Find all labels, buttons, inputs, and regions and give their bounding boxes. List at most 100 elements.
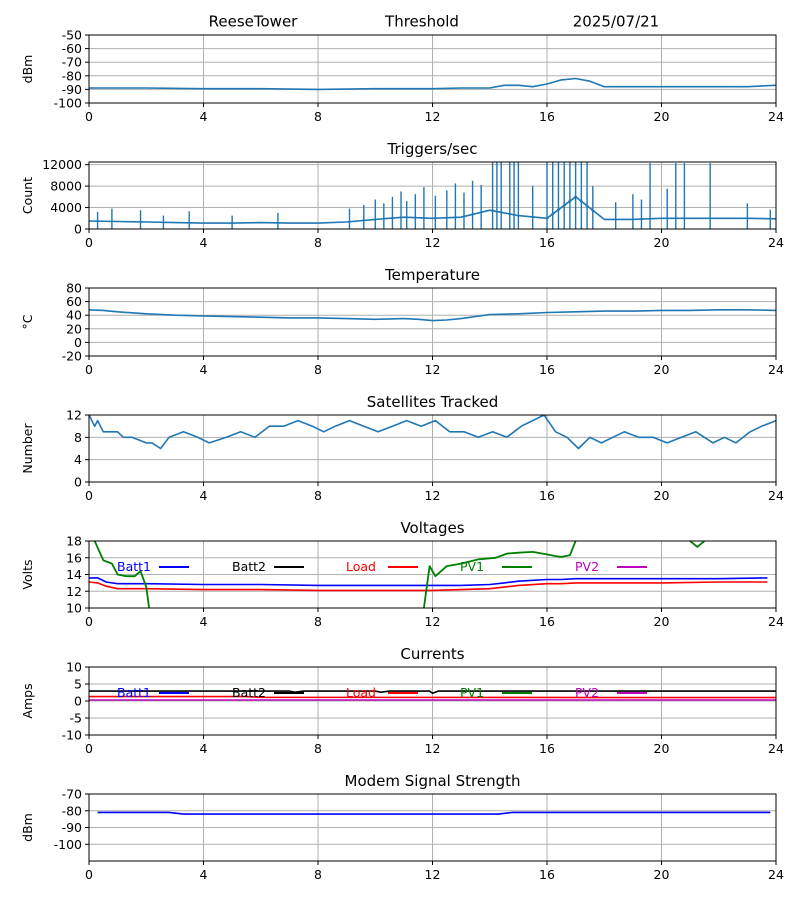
y-tick-label: 14 — [66, 567, 82, 582]
y-tick-label: 40 — [66, 308, 82, 323]
ticks-modem — [85, 793, 777, 865]
x-tick-label: 24 — [768, 362, 784, 377]
header-subtitle: Threshold — [384, 13, 459, 31]
legend-label-pv2: PV2 — [575, 559, 599, 574]
series-line-triggers-0 — [89, 196, 776, 224]
x-tick-label: 12 — [425, 488, 441, 503]
series-line-currents-batt2 — [89, 690, 776, 695]
plot-area-voltages — [89, 541, 768, 608]
x-tick-label: 20 — [654, 235, 670, 250]
panel-title: Voltages — [400, 519, 464, 537]
legend-label-batt2: Batt2 — [232, 685, 266, 700]
header-date: 2025/07/21 — [573, 13, 659, 31]
y-axis-label: °C — [20, 314, 35, 329]
panel-modem: 0 4 8 12 16 20 24 -100 -90 -80-70 Modem Signal Str… — [20, 772, 784, 882]
x-tick-label: 8 — [314, 614, 322, 629]
y-tick-label: 4000 — [50, 200, 82, 215]
plot-area-modem — [97, 811, 771, 815]
x-tick-label: 12 — [425, 235, 441, 250]
panel-title: Modem Signal Strength — [345, 772, 521, 790]
legend-label-load: Load — [346, 559, 376, 574]
plot-area-triggers — [89, 162, 776, 229]
x-tick-label: 12 — [425, 362, 441, 377]
x-tick-label: 24 — [768, 741, 784, 756]
x-tick-label: 4 — [200, 867, 208, 882]
y-axis-label: Volts — [20, 559, 35, 589]
x-tick-label: 8 — [314, 109, 322, 124]
series-line-voltages-pv1-seg2 — [689, 541, 705, 548]
y-tick-label: 0 — [74, 222, 82, 237]
x-tick-label: 4 — [200, 235, 208, 250]
ticks-voltages — [85, 540, 777, 612]
x-tick-label: 0 — [85, 488, 93, 503]
series-line-voltages-batt1 — [89, 577, 768, 587]
y-tick-label: 16 — [66, 550, 82, 565]
x-tick-label: 20 — [654, 362, 670, 377]
panel-title: Temperature — [384, 266, 480, 284]
x-tick-label: 0 — [85, 362, 93, 377]
y-tick-label: -60 — [62, 41, 82, 56]
x-tick-label: 16 — [539, 614, 555, 629]
x-tick-label: 20 — [654, 488, 670, 503]
x-tick-label: 12 — [425, 109, 441, 124]
legend-label-pv2: PV2 — [575, 685, 599, 700]
y-tick-label: 80 — [66, 281, 82, 296]
x-tick-label: 16 — [539, 109, 555, 124]
y-tick-label: -50 — [62, 28, 82, 43]
y-tick-label: 10 — [66, 660, 82, 675]
y-tick-label: 4 — [74, 452, 82, 467]
x-tick-label: 12 — [425, 741, 441, 756]
y-tick-label: -10 — [62, 728, 82, 743]
series-line-satellites-0 — [89, 415, 776, 450]
x-tick-label: 24 — [768, 614, 784, 629]
ticks-threshold — [85, 34, 777, 107]
y-tick-label: -70 — [62, 787, 82, 802]
panel-title: Satellites Tracked — [367, 393, 498, 411]
x-tick-label: 0 — [85, 614, 93, 629]
series-line-threshold-0 — [89, 77, 776, 91]
y-axis-label: dBm — [20, 55, 35, 84]
x-tick-label: 20 — [654, 867, 670, 882]
y-tick-label: 0 — [74, 694, 82, 709]
y-tick-label: -90 — [62, 820, 82, 835]
y-axis-label: Amps — [20, 683, 35, 718]
x-tick-label: 12 — [425, 614, 441, 629]
y-tick-label: -20 — [62, 349, 82, 364]
legend-label-pv1: PV1 — [460, 685, 484, 700]
x-tick-label: 0 — [85, 235, 93, 250]
x-tick-label: 20 — [654, 614, 670, 629]
series-line-voltages-pv1-seg1 — [423, 541, 577, 608]
panel-satellites: 0 4 8 12 16 20 24 0 4 8 12 Satellites Tracked Number — [20, 393, 784, 503]
x-tick-label: 4 — [200, 741, 208, 756]
legend-label-batt2: Batt2 — [232, 559, 266, 574]
x-tick-label: 0 — [85, 867, 93, 882]
series-line-voltages-pv1-seg0 — [93, 541, 150, 608]
x-tick-label: 24 — [768, 867, 784, 882]
x-tick-label: 20 — [654, 741, 670, 756]
y-tick-label: 0 — [74, 335, 82, 350]
x-tick-label: 16 — [539, 867, 555, 882]
x-tick-label: 4 — [200, 614, 208, 629]
x-tick-label: 24 — [768, 235, 784, 250]
x-tick-label: 16 — [539, 488, 555, 503]
series-line-temperature-0 — [89, 308, 776, 322]
y-tick-label: -5 — [70, 711, 82, 726]
plot-area-threshold — [89, 77, 776, 91]
x-tick-label: 0 — [85, 109, 93, 124]
x-tick-label: 4 — [200, 488, 208, 503]
x-tick-label: 8 — [314, 488, 322, 503]
x-tick-label: 0 — [85, 741, 93, 756]
y-tick-label: 8000 — [50, 179, 82, 194]
x-tick-label: 4 — [200, 109, 208, 124]
x-tick-label: 12 — [425, 867, 441, 882]
spikes-triggers — [96, 162, 772, 229]
y-tick-label: -100 — [54, 96, 82, 111]
series-line-modem-0 — [97, 811, 771, 815]
panel-title: Triggers/sec — [387, 140, 478, 158]
y-tick-label: 5 — [74, 677, 82, 692]
